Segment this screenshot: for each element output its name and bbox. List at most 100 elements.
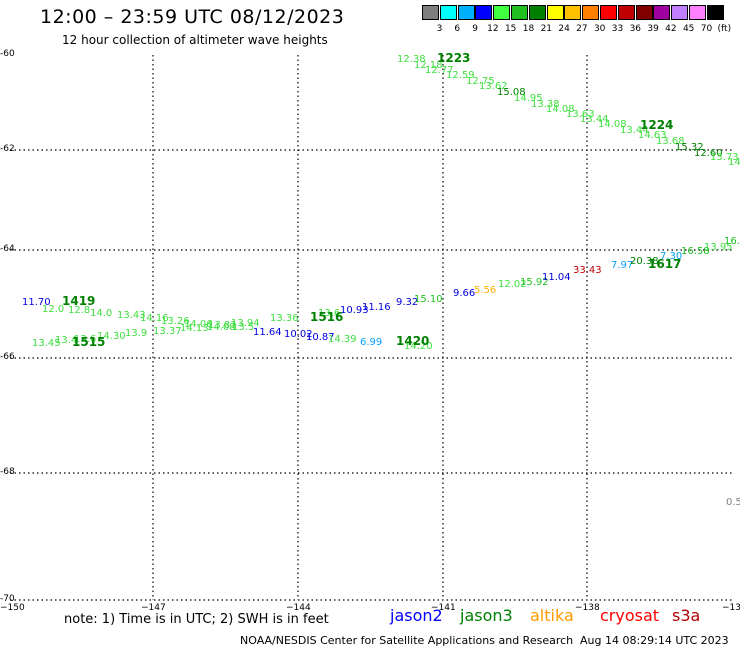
latitude-tick-label: -68 [0, 467, 15, 477]
wave-height-label: 13.44 [620, 125, 649, 136]
colorbar-swatch [600, 5, 617, 20]
wave-height-label: 16.58 [681, 246, 710, 257]
wave-height-label: 10.87 [306, 332, 335, 343]
wave-height-label: 12.02 [498, 279, 527, 290]
longitude-tick-label: −138 [575, 603, 600, 613]
colorbar-swatch [475, 5, 493, 20]
wave-height-label: 13.6 [74, 334, 96, 345]
wave-height-label: 10.93 [340, 305, 369, 316]
satellite-jason2: jason2 [390, 606, 443, 625]
colorbar-label: 42 [665, 24, 677, 34]
pass-time-label: 1516 [310, 310, 343, 324]
colorbar-swatch [653, 5, 671, 20]
wave-height-label: 13.5 [232, 322, 254, 333]
colorbar-swatch [617, 5, 635, 20]
map-grid [10, 55, 733, 601]
wave-height-label: 9.66 [453, 288, 475, 299]
colorbar-label: 39 [647, 24, 659, 34]
colorbar-swatch [528, 5, 546, 20]
colorbar-swatch [635, 5, 653, 20]
wave-height-label: 14.20 [404, 341, 433, 352]
wave-height-label: 14.63 [638, 130, 667, 141]
colorbar-swatch [439, 5, 457, 20]
wave-height-label: 11.64 [253, 327, 282, 338]
colorbar-label: 36 [629, 24, 642, 34]
wave-height-label: 14.13 [180, 323, 209, 334]
colorbar-label: (ft) [717, 24, 732, 34]
longitude-tick-label: −147 [141, 603, 166, 613]
colorbar-label: 6 [454, 24, 461, 34]
wave-height-label: 5.56 [474, 285, 496, 296]
wave-height-label: 14.08 [546, 104, 575, 115]
wave-height-label: 14 [728, 157, 740, 168]
wave-height-label: 14.0 [90, 308, 112, 319]
colorbar-label: 3 [436, 24, 443, 34]
generated-timestamp: Aug 14 08:29:14 UTC 2023 [580, 634, 729, 647]
longitude-tick-label: −141 [431, 603, 456, 613]
longitude-tick-label: −150 [0, 603, 25, 613]
wave-height-label: 12.60 [694, 148, 723, 159]
wave-height-label: 13.81 [208, 320, 237, 331]
longitude-tick-label: −135 [722, 603, 740, 613]
page-subtitle: 12 hour collection of altimeter wave hei… [62, 33, 328, 47]
colorbar-swatch [582, 5, 600, 20]
colorbar-swatch [546, 5, 564, 20]
wave-height-label: 9.32 [396, 297, 418, 308]
colorbar-swatch [564, 5, 582, 20]
wave-height-label: 14.30 [97, 331, 126, 342]
footer-note: note: 1) Time is in UTC; 2) SWH is in fe… [64, 612, 329, 627]
wave-height-label: 13.62 [479, 81, 508, 92]
colorbar-label: 9 [472, 24, 478, 34]
wave-height-label: 15.10 [414, 294, 443, 305]
page-title: 12:00 – 23:59 UTC 08/12/2023 [40, 6, 345, 28]
wave-height-label: 33.43 [573, 265, 602, 276]
wave-height-label: 14.08 [598, 119, 627, 130]
wave-height-label: 11.16 [362, 302, 391, 313]
wave-height-label: 13.4 [55, 335, 77, 346]
satellite-altika: altika [530, 606, 574, 625]
wave-height-label: 12.8 [68, 305, 90, 316]
latitude-tick-label: -66 [0, 352, 15, 362]
pass-time-label: 1515 [72, 335, 105, 349]
colorbar-label: 45 [682, 24, 695, 34]
colorbar-swatch [493, 5, 511, 20]
wave-height-label: 13.37 [153, 326, 182, 337]
wave-height-label: 14.39 [328, 334, 357, 345]
colorbar-label: 33 [611, 24, 624, 34]
wave-height-label: 11.04 [542, 272, 571, 283]
colorbar-label: 27 [576, 24, 588, 34]
wave-height-label: 13.68 [656, 136, 685, 147]
colorbar-swatch [689, 5, 706, 20]
wave-height-label: 12.18 [414, 60, 443, 71]
colorbar-swatch [457, 5, 475, 20]
pass-time-label: 1224 [640, 118, 673, 132]
colorbar-swatch [422, 5, 439, 20]
wave-height-label: 13.95 [704, 242, 733, 253]
colorbar-label: 18 [522, 24, 535, 34]
wave-height-label: 7.30 [660, 251, 682, 262]
wave-height-label: 13.94 [231, 318, 260, 329]
colorbar-swatch [671, 5, 689, 20]
wave-height-label: 12.59 [446, 70, 475, 81]
wave-height-label: 15.08 [497, 87, 526, 98]
wave-height-label: 0.5 [726, 497, 740, 508]
latitude-tick-label: -70 [0, 594, 15, 604]
colorbar-label: 24 [558, 24, 570, 34]
colorbar-label: 12 [487, 24, 499, 34]
longitude-tick-label: −144 [286, 603, 311, 613]
wave-height-label: 12.38 [397, 54, 426, 65]
satellite-s3a: s3a [672, 606, 701, 625]
wave-height-label: 12.0 [42, 304, 64, 315]
colorbar-label: 70 [700, 24, 713, 34]
observation-labels: 12.3812.1812.7712.5912.7513.6215.0814.95… [22, 51, 740, 508]
wave-height-label: 14.06 [184, 319, 213, 330]
wave-height-label: 6.99 [360, 337, 382, 348]
colorbar-label: 21 [540, 24, 553, 34]
latitude-tick-label: -60 [0, 49, 15, 59]
latitude-tick-label: -62 [0, 144, 15, 154]
colorbar-label: 30 [593, 24, 606, 34]
pass-time-label: 1420 [396, 334, 429, 348]
pass-time-label: 1223 [437, 51, 470, 65]
